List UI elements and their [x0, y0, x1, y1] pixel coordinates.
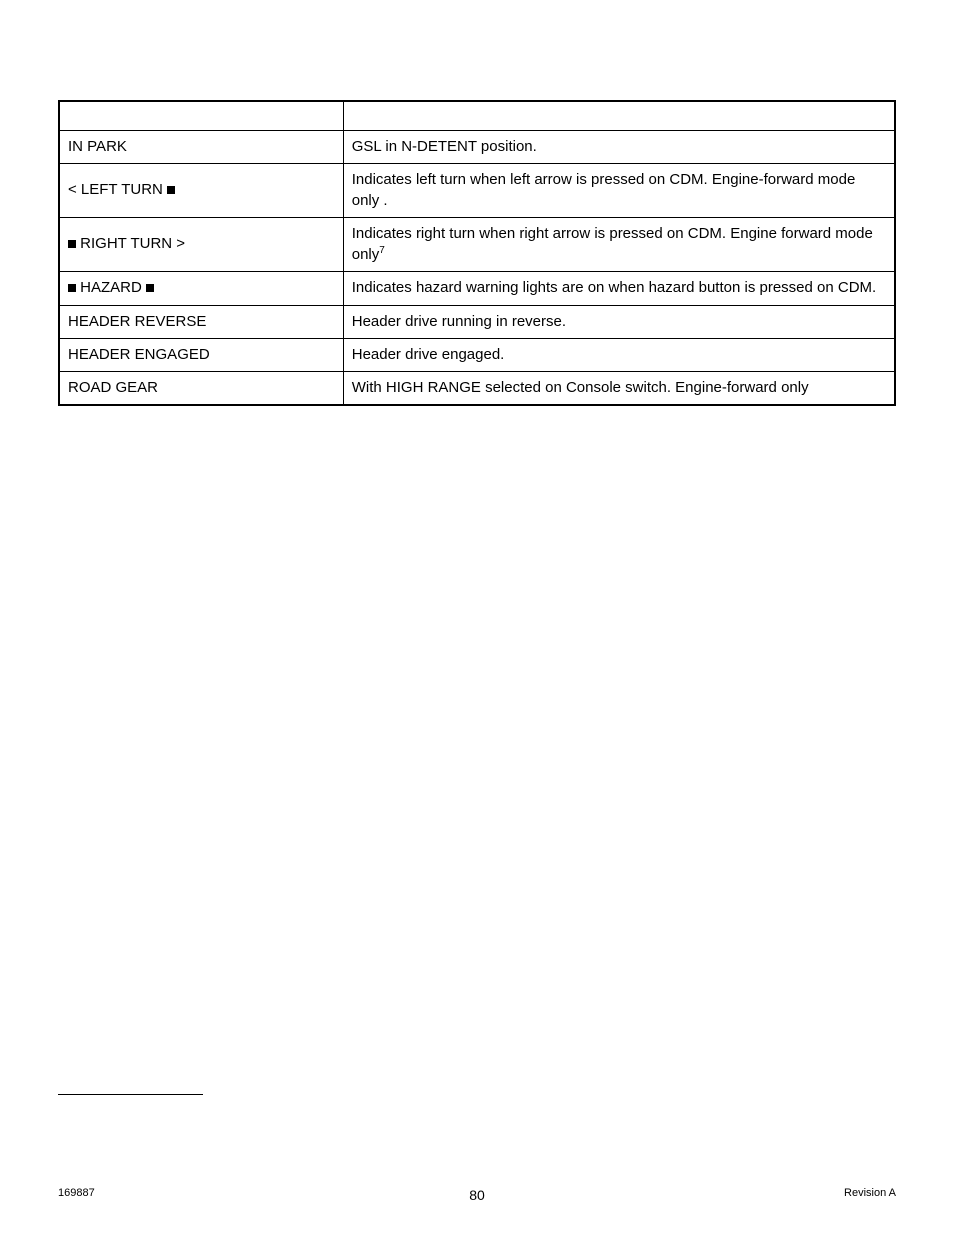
definitions-table: IN PARKGSL in N-DETENT position.< LEFT T… [58, 100, 896, 406]
definitions-table-body: IN PARKGSL in N-DETENT position.< LEFT T… [59, 101, 895, 405]
table-header-row [59, 101, 895, 131]
table-row: HEADER REVERSEHeader drive running in re… [59, 305, 895, 338]
row-description: Indicates right turn when right arrow is… [343, 217, 895, 272]
row-description: GSL in N-DETENT position. [343, 131, 895, 164]
table-row: HAZARD Indicates hazard warning lights a… [59, 272, 895, 305]
table-header-cell [59, 101, 343, 131]
row-description: Header drive running in reverse. [343, 305, 895, 338]
row-label: ROAD GEAR [59, 372, 343, 406]
table-row: ROAD GEARWith HIGH RANGE selected on Con… [59, 372, 895, 406]
table-row: HEADER ENGAGEDHeader drive engaged. [59, 338, 895, 371]
row-label: IN PARK [59, 131, 343, 164]
row-label: < LEFT TURN [59, 164, 343, 218]
footer-page-number: 80 [0, 1187, 954, 1203]
footnote-rule [58, 1094, 203, 1095]
row-label: RIGHT TURN > [59, 217, 343, 272]
row-label: HEADER REVERSE [59, 305, 343, 338]
table-row: RIGHT TURN >Indicates right turn when ri… [59, 217, 895, 272]
table-header-cell [343, 101, 895, 131]
row-label: HAZARD [59, 272, 343, 305]
row-label: HEADER ENGAGED [59, 338, 343, 371]
table-row: < LEFT TURN Indicates left turn when lef… [59, 164, 895, 218]
table-row: IN PARKGSL in N-DETENT position. [59, 131, 895, 164]
row-description: Indicates left turn when left arrow is p… [343, 164, 895, 218]
row-description: Header drive engaged. [343, 338, 895, 371]
footer-revision: Revision A [844, 1187, 896, 1199]
row-description: With HIGH RANGE selected on Console swit… [343, 372, 895, 406]
page: IN PARKGSL in N-DETENT position.< LEFT T… [0, 0, 954, 1235]
row-description: Indicates hazard warning lights are on w… [343, 272, 895, 305]
